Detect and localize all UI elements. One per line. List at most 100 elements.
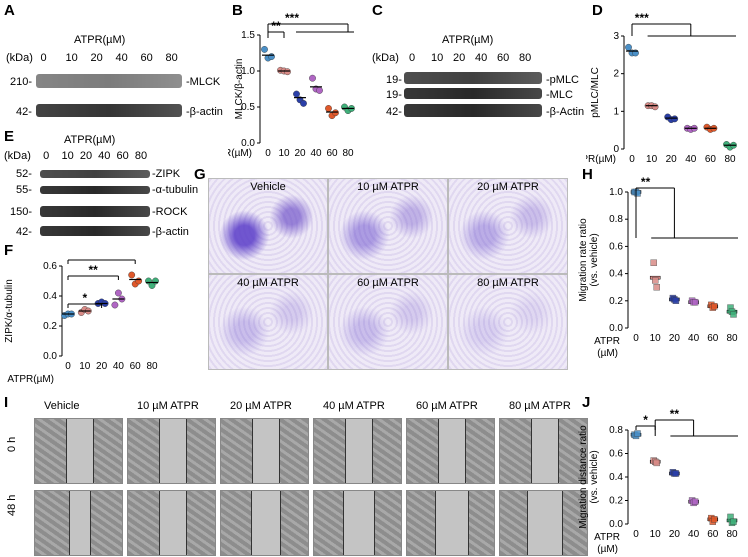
y-tick-label: 2 xyxy=(613,69,619,80)
data-point xyxy=(293,90,300,98)
sig-label: ** xyxy=(641,176,651,189)
dose-label: 40 xyxy=(475,52,488,64)
data-point xyxy=(730,311,737,318)
row-label-48h: 48 h xyxy=(6,494,18,516)
panel-c-band-3: -β-Actin xyxy=(546,106,585,118)
y-tick-label: 0.0 xyxy=(609,323,623,334)
wound-gap xyxy=(434,491,469,555)
dose-label: 10 xyxy=(61,150,74,162)
x-tick-label: 80 xyxy=(342,148,354,159)
dose-label: 0 xyxy=(409,52,416,64)
blot-mlc xyxy=(404,88,542,99)
panel-e-doses: 0 10 20 40 60 80 xyxy=(40,150,150,164)
wound-gap xyxy=(158,491,187,555)
panel-a-band-1: -MLCK xyxy=(186,76,221,88)
y-tick-label: 0.2 xyxy=(43,321,57,332)
panel-e-title: ATPR(µM) xyxy=(64,134,116,146)
transwell-caption: 80 µM ATPR xyxy=(477,277,539,289)
wound-gap xyxy=(437,419,466,483)
blot-actin-e xyxy=(40,226,150,236)
y-tick-label: 0.0 xyxy=(241,138,255,149)
x-tick-label: 10 xyxy=(650,529,662,540)
wound-image xyxy=(499,490,588,556)
x-tick-label: 10 xyxy=(79,361,91,372)
y-tick-label: 0.4 xyxy=(609,472,623,483)
dose-label: 10 xyxy=(65,52,78,64)
x-tick-label: 20 xyxy=(666,154,678,165)
data-point xyxy=(653,283,660,291)
wound-gap xyxy=(251,419,280,483)
wound-gap xyxy=(344,419,373,483)
x-axis-label-2: (µM) xyxy=(597,544,618,555)
x-tick-label: 80 xyxy=(726,529,738,540)
data-point xyxy=(111,301,119,309)
panel-e-marker-1: 52- xyxy=(16,168,32,180)
data-point xyxy=(672,297,680,305)
wound-caption: 60 µM ATPR xyxy=(416,400,478,412)
y-tick-label: 0.0 xyxy=(609,519,623,530)
transwell-image: 60 µM ATPR xyxy=(328,274,448,370)
x-tick-label: 60 xyxy=(130,361,142,372)
dose-label: 60 xyxy=(116,150,129,162)
data-point xyxy=(711,516,718,523)
panel-c-marker-2: 19- xyxy=(386,89,402,101)
panel-c-label: C xyxy=(372,2,383,19)
x-tick-label: 20 xyxy=(294,148,306,159)
panel-c-marker-1: 19- xyxy=(386,74,402,86)
panel-g-label: G xyxy=(194,166,206,183)
x-axis-label: ATPR xyxy=(594,336,620,347)
wound-caption: 40 µM ATPR xyxy=(323,400,385,412)
panel-i-label: I xyxy=(4,394,9,411)
blot-rock xyxy=(40,206,150,217)
panel-e-marker-2: 55- xyxy=(16,184,32,196)
panel-e-band-1: -ZIPK xyxy=(152,168,181,180)
wound-image xyxy=(34,490,123,556)
y-tick-label: 0.0 xyxy=(43,351,57,362)
panel-j-label: J xyxy=(582,394,591,411)
data-point xyxy=(650,259,657,266)
data-point xyxy=(300,100,307,107)
panel-c-doses: 0 10 20 40 60 80 xyxy=(404,52,536,66)
data-point xyxy=(309,74,316,82)
y-tick-label: 0.4 xyxy=(609,269,623,280)
panel-a-marker-1: 210- xyxy=(10,76,33,88)
data-point xyxy=(261,46,268,53)
y-tick-label: 1 xyxy=(613,106,619,117)
panel-c-band-1: -pMLC xyxy=(546,74,580,86)
y-tick-label: 1.0 xyxy=(241,66,255,77)
dose-label: 80 xyxy=(165,52,178,64)
wound-caption: Vehicle xyxy=(44,400,80,412)
x-tick-label: 60 xyxy=(705,154,717,165)
blot-zipk xyxy=(40,170,150,178)
x-tick-label: 40 xyxy=(310,148,322,159)
blot-pmlc xyxy=(404,72,542,84)
y-axis-label-2: (vs. vehicle) xyxy=(589,233,600,286)
panel-a-doses: 0 10 20 40 60 80 xyxy=(34,52,184,66)
panel-a-band-2: -β-actin xyxy=(186,106,223,118)
y-axis-label-2: (vs. vehicle) xyxy=(589,450,600,503)
y-tick-label: 3 xyxy=(613,31,619,42)
panel-e-label: E xyxy=(4,128,15,145)
x-tick-label: 20 xyxy=(96,361,108,372)
wound-caption: 80 µM ATPR xyxy=(509,400,571,412)
x-tick-label: 60 xyxy=(707,333,719,344)
x-tick-label: 20 xyxy=(669,333,681,344)
x-axis-label: ATPR xyxy=(594,532,620,543)
transwell-caption: 60 µM ATPR xyxy=(357,277,419,289)
sig-label: ** xyxy=(89,263,99,277)
wound-image xyxy=(313,490,402,556)
y-tick-label: 0.4 xyxy=(43,291,57,302)
data-point xyxy=(651,103,659,111)
chart-d: 0 1 2 3 pMLC/MLC 0 10 20 40 60 80 ATPR(µM) *** xyxy=(586,11,737,165)
transwell-caption: 40 µM ATPR xyxy=(237,277,299,289)
dose-label: 80 xyxy=(519,52,532,64)
dose-label: 40 xyxy=(115,52,128,64)
data-point xyxy=(691,298,699,306)
y-tick-label: 0.5 xyxy=(241,102,255,113)
transwell-caption: 10 µM ATPR xyxy=(357,181,419,193)
transwell-caption: 20 µM ATPR xyxy=(477,181,539,193)
data-point xyxy=(325,105,332,112)
blot-mlck xyxy=(36,74,182,88)
sig-label: ** xyxy=(670,407,680,421)
